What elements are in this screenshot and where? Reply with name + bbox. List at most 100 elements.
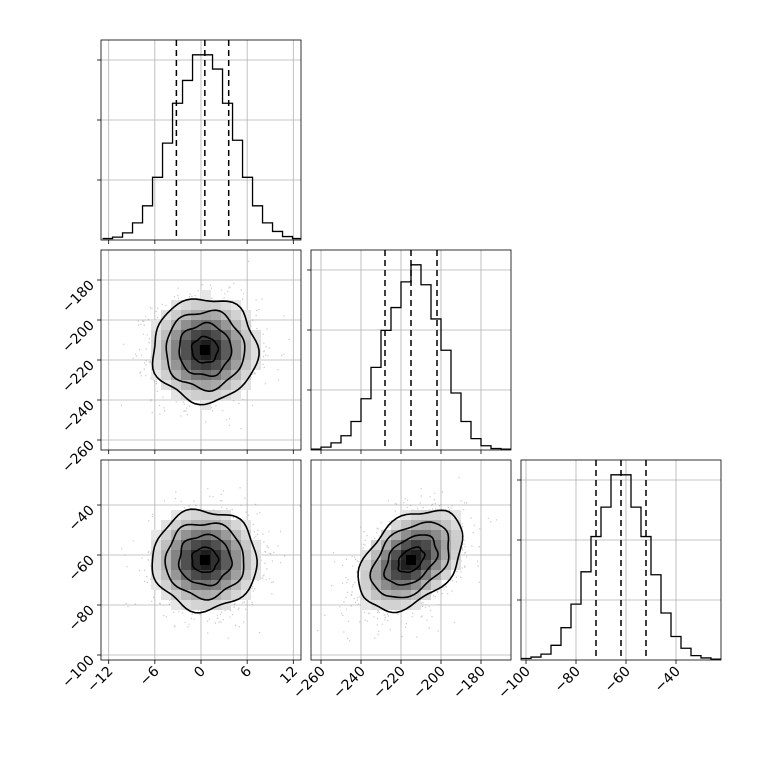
- density-cell: [231, 350, 241, 360]
- density-cell: [181, 540, 191, 550]
- density-cell: [401, 590, 411, 600]
- y-tick-label: −260: [59, 438, 98, 477]
- density-cell: [211, 300, 221, 310]
- hist-panel-p1: [97, 39, 302, 244]
- density-cell: [231, 310, 241, 320]
- density-cell: [191, 590, 201, 600]
- density-cell: [241, 330, 251, 340]
- density-cell: [211, 520, 221, 530]
- density-cell: [221, 320, 231, 330]
- panel-frame: [310, 249, 512, 451]
- pair-content: [311, 460, 511, 660]
- scatter-points: [121, 487, 301, 639]
- y-tick-label: −220: [59, 358, 98, 397]
- x-tick-label: −80: [552, 664, 584, 696]
- density-cell: [441, 520, 451, 530]
- density-cell: [211, 600, 221, 610]
- density-cell: [411, 540, 421, 550]
- pair-panel-p2-p3: [310, 459, 512, 664]
- density-cell: [171, 330, 181, 340]
- contour-level: [397, 546, 426, 574]
- density-cell: [401, 540, 411, 550]
- density-cell: [201, 290, 211, 300]
- density-cell: [161, 320, 171, 330]
- density-cell: [201, 360, 211, 370]
- density-cell: [181, 390, 191, 400]
- density-cell: [231, 370, 241, 380]
- density-cell: [201, 600, 211, 610]
- density-cell: [161, 360, 171, 370]
- density-cell: [211, 390, 221, 400]
- density-cell: [391, 580, 401, 590]
- density-cell: [161, 520, 171, 530]
- density-cell: [221, 340, 231, 350]
- density-cell: [231, 540, 241, 550]
- density-cell: [371, 570, 381, 580]
- density-cell: [211, 380, 221, 390]
- density-cell: [251, 330, 261, 340]
- density-cell: [201, 300, 211, 310]
- density-cell: [181, 580, 191, 590]
- density-cell: [421, 510, 431, 520]
- density-cell: [171, 540, 181, 550]
- density-cell: [391, 520, 401, 530]
- density-cell: [181, 370, 191, 380]
- density-cell: [361, 580, 371, 590]
- density-cell: [381, 600, 391, 610]
- density-cell: [381, 570, 391, 580]
- density-cell: [221, 530, 231, 540]
- density-cell: [441, 550, 451, 560]
- density-cell: [171, 370, 181, 380]
- density-cell: [231, 530, 241, 540]
- density-cell: [381, 560, 391, 570]
- density-cell: [161, 530, 171, 540]
- y-tick-label: −240: [59, 398, 98, 437]
- hist-panel-p3: [517, 459, 722, 664]
- panel-frame: [310, 459, 512, 661]
- density-cell: [251, 570, 261, 580]
- density-cell: [231, 520, 241, 530]
- density-cell: [241, 580, 251, 590]
- density-cell: [211, 340, 221, 350]
- density-cell: [431, 520, 441, 530]
- density-cell: [171, 590, 181, 600]
- density-cell: [231, 360, 241, 370]
- density-cell: [381, 530, 391, 540]
- density-cell: [181, 300, 191, 310]
- density-cell: [451, 540, 461, 550]
- panel-frame: [520, 459, 722, 661]
- density-cell: [171, 570, 181, 580]
- density-cell: [391, 540, 401, 550]
- density-cell: [431, 580, 441, 590]
- x-tick-label: −60: [602, 664, 634, 696]
- density-cell: [451, 510, 461, 520]
- density-cell: [431, 550, 441, 560]
- density-cell: [171, 510, 181, 520]
- density-cell: [151, 530, 161, 540]
- density-cell: [231, 390, 241, 400]
- density-cell: [451, 550, 461, 560]
- density-cell: [231, 380, 241, 390]
- density-cell: [381, 550, 391, 560]
- density-cell: [441, 570, 451, 580]
- density-cell: [391, 570, 401, 580]
- density-cell: [211, 360, 221, 370]
- density-cell: [181, 330, 191, 340]
- density-cell: [441, 510, 451, 520]
- density-cell: [251, 340, 261, 350]
- x-tick-label: 6: [237, 663, 255, 681]
- density-cell: [191, 380, 201, 390]
- density-cell: [201, 310, 211, 320]
- density-cell: [241, 320, 251, 330]
- x-tick-label: −40: [652, 664, 684, 696]
- hist-panel-p2: [307, 249, 512, 454]
- density-cell: [181, 340, 191, 350]
- density-cell: [241, 380, 251, 390]
- density-cell: [191, 570, 201, 580]
- density-cell: [211, 320, 221, 330]
- density-cell: [171, 340, 181, 350]
- density-cell: [421, 570, 431, 580]
- density-cell: [181, 550, 191, 560]
- density-cell: [411, 570, 421, 580]
